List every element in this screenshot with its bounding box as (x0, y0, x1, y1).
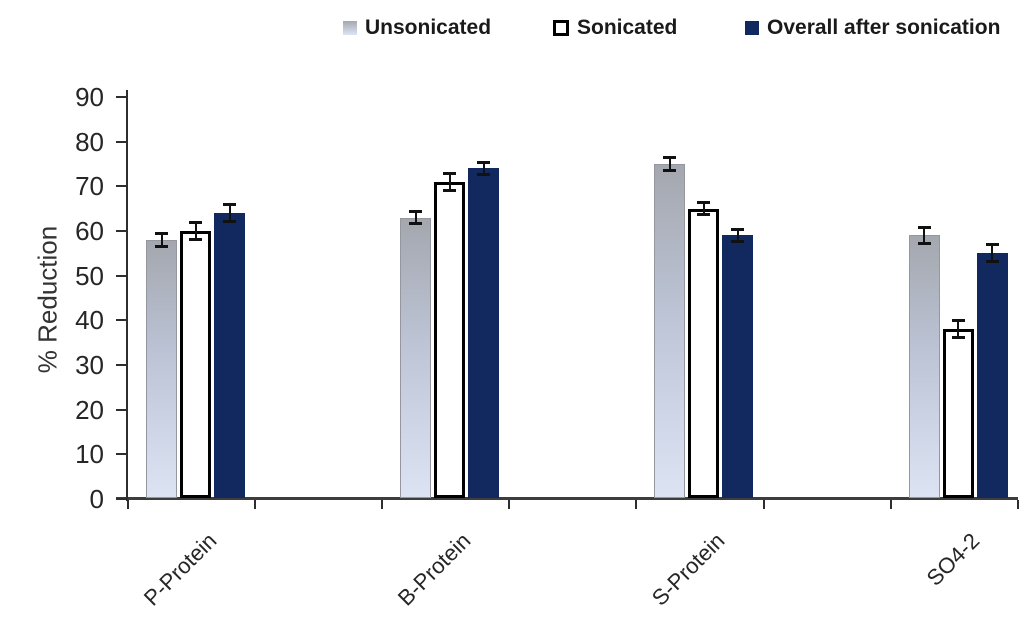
error-bar-stem (923, 226, 926, 245)
x-tick (381, 500, 384, 509)
error-bar-cap-top (731, 227, 745, 231)
y-tick-label: 50 (75, 260, 104, 291)
error-bar-cap-top (155, 232, 168, 236)
y-tick (116, 96, 126, 98)
y-axis-line (126, 90, 128, 501)
error-bar-cap-bottom (663, 168, 677, 172)
error-bar-cap-top (223, 203, 236, 207)
error-bar-cap-bottom (189, 237, 202, 241)
y-tick (116, 408, 126, 411)
error-bar-stem (160, 233, 163, 247)
bar-unsonicated (908, 235, 940, 498)
y-tick (116, 453, 126, 456)
error-bar-cap-bottom (985, 260, 999, 264)
bar-overall-after-sonication (722, 235, 754, 498)
error-bar-stem (702, 201, 705, 216)
y-tick-label: 80 (75, 126, 104, 157)
y-tick-label: 60 (75, 216, 104, 246)
x-axis-line (116, 497, 1018, 500)
y-tick-label: 40 (75, 305, 104, 336)
error-bar-cap-top (189, 221, 202, 225)
x-tick (254, 500, 257, 509)
error-bar-stem (482, 161, 485, 176)
legend-label: Sonicated (577, 16, 678, 39)
error-bar-cap-bottom (477, 173, 491, 177)
error-bar-cap-bottom (223, 220, 236, 224)
legend-item-sonicated: Sonicated (553, 14, 677, 42)
bar-sonicated (688, 208, 720, 498)
x-category-label: SO4-2 (921, 528, 984, 591)
y-tick-label: 90 (75, 82, 104, 112)
y-tick (116, 319, 126, 322)
error-bar-cap-top (697, 200, 711, 204)
x-tick (762, 500, 765, 509)
error-bar-cap-bottom (443, 188, 457, 192)
bar-sonicated (942, 329, 974, 498)
bar-unsonicated (146, 239, 177, 498)
bar-unsonicated (654, 164, 686, 498)
bar-overall-after-sonication (976, 253, 1008, 498)
error-bar-stem (668, 157, 671, 171)
error-bar-stem (957, 320, 960, 339)
error-bar-stem (736, 228, 739, 243)
legend-label: Unsonicated (365, 16, 492, 39)
y-tick (116, 185, 126, 188)
error-bar-cap-bottom (951, 336, 965, 340)
error-bar-cap-top (951, 319, 965, 323)
bar-overall-after-sonication (214, 213, 245, 498)
bar-overall-after-sonication (468, 168, 500, 498)
error-bar-stem (228, 204, 231, 223)
error-bar-stem (448, 172, 451, 191)
x-category-label: S-Protein (647, 528, 730, 611)
error-bar-cap-bottom (409, 222, 423, 226)
error-bar-cap-top (443, 171, 457, 175)
y-tick (116, 364, 126, 366)
unsonicated-swatch-icon (343, 21, 357, 35)
bar-unsonicated (400, 217, 432, 498)
y-tick (116, 140, 126, 143)
error-bar-cap-top (409, 209, 423, 213)
legend-item-unsonicated: Unsonicated (343, 14, 491, 42)
x-tick (127, 500, 129, 509)
y-tick-label: 0 (89, 484, 104, 514)
sonicated-swatch-icon (553, 20, 569, 36)
error-bar-cap-top (985, 243, 999, 247)
x-tick (635, 500, 638, 509)
y-tick (116, 230, 126, 232)
legend-label: Overall after sonication (767, 16, 1001, 39)
bar-sonicated (180, 231, 211, 498)
error-bar-cap-bottom (697, 213, 711, 217)
y-tick-label: 20 (75, 394, 104, 425)
legend-item-overall: Overall after sonication (745, 14, 1000, 42)
error-bar-stem (991, 244, 994, 263)
x-tick (508, 500, 511, 509)
bar-sonicated (434, 181, 466, 498)
error-bar-cap-top (663, 156, 677, 160)
y-tick-label: 70 (75, 171, 104, 202)
error-bar-cap-top (917, 225, 931, 229)
y-tick-label: 10 (75, 439, 104, 470)
error-bar-cap-top (477, 160, 491, 164)
y-tick-label: 30 (75, 350, 104, 380)
x-category-label: P-Protein (138, 528, 222, 611)
x-tick (1016, 500, 1019, 509)
overall-swatch-icon (745, 21, 759, 35)
y-tick (116, 274, 126, 277)
error-bar-cap-bottom (731, 240, 745, 244)
error-bar-cap-bottom (917, 242, 931, 246)
x-tick (889, 500, 892, 509)
error-bar-cap-bottom (155, 244, 168, 248)
y-tick (116, 498, 126, 500)
x-category-label: B-Protein (392, 528, 476, 611)
error-bar-stem (194, 222, 197, 240)
error-bar-stem (414, 210, 417, 225)
